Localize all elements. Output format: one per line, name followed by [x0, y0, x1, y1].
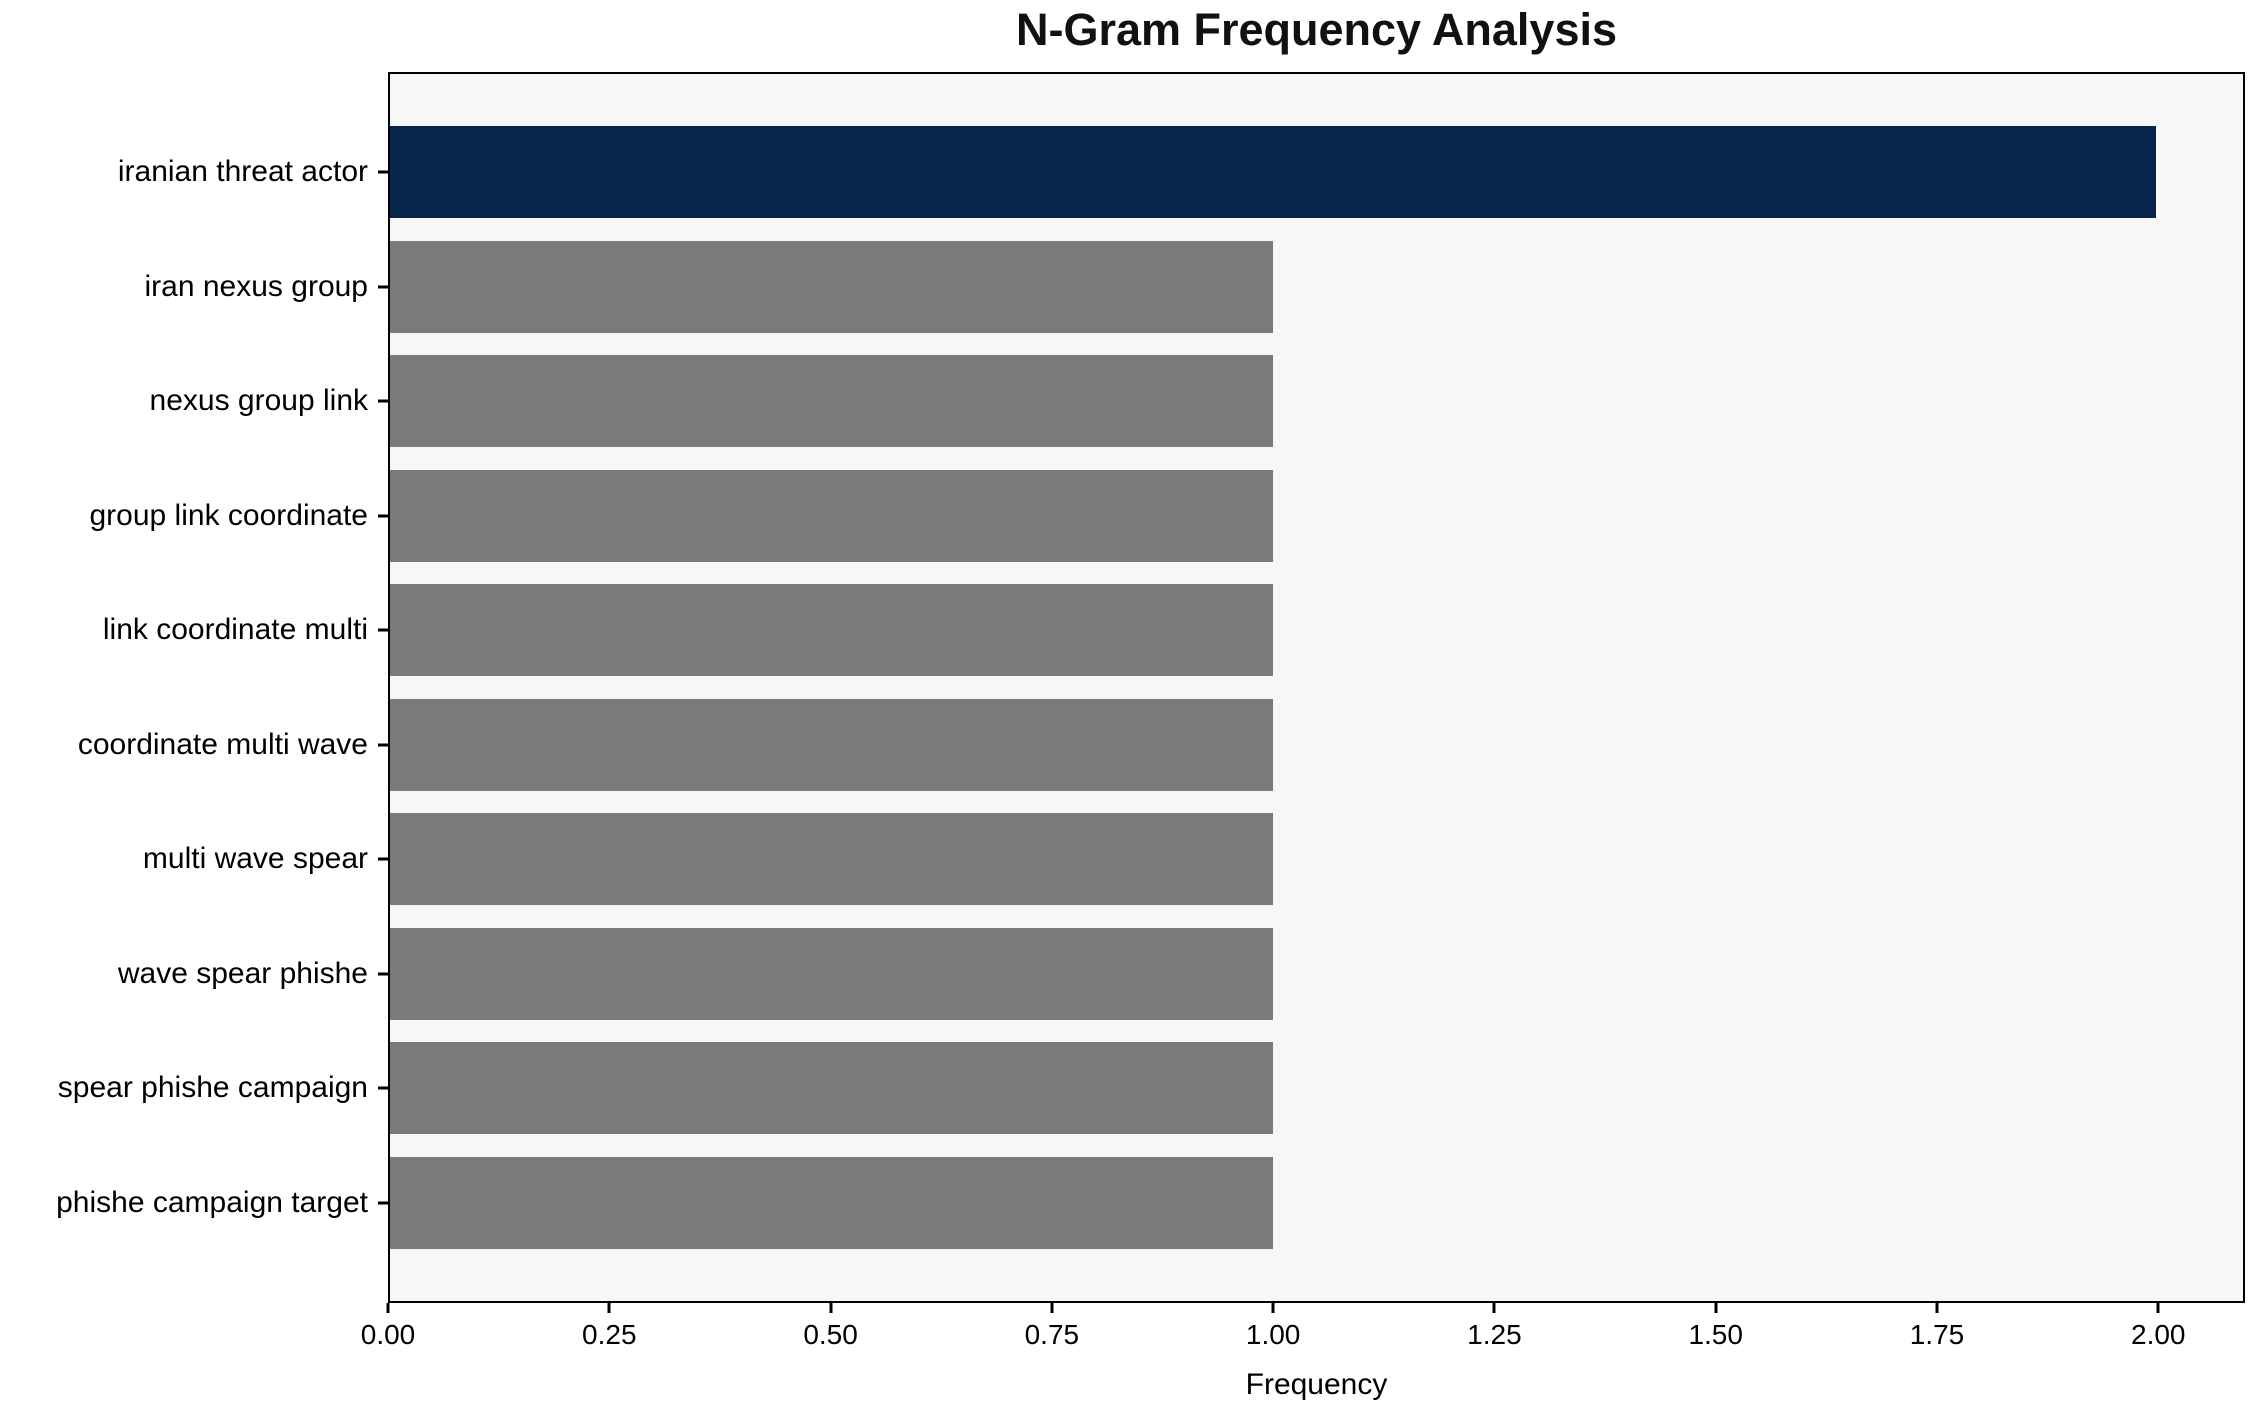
y-tick-mark	[378, 170, 388, 174]
x-tick-label: 1.50	[1688, 1319, 1743, 1350]
bar-row: link coordinate multi	[103, 584, 2243, 677]
x-tick-label: 1.25	[1467, 1319, 1522, 1350]
bar-row: nexus group link	[150, 355, 2243, 448]
bar-row: group link coordinate	[89, 469, 2243, 562]
bar-row: spear phishe campaign	[58, 1042, 2243, 1135]
x-tick-mark	[829, 1303, 833, 1313]
bar-row: iranian threat actor	[118, 126, 2243, 218]
bar	[390, 584, 1274, 677]
y-tick-mark	[378, 514, 388, 518]
bar	[390, 813, 1274, 906]
y-tick-mark	[378, 857, 388, 861]
bars-container: iranian threat actor iran nexus group nexu…	[56, 74, 2243, 1301]
bar	[390, 355, 1274, 448]
bar-row: phishe campaign target	[56, 1156, 2243, 1249]
bar	[390, 698, 1274, 791]
y-tick-label: wave spear phishe	[117, 956, 368, 990]
bar-row: multi wave spear	[143, 813, 2243, 906]
chart-title: N-Gram Frequency Analysis	[1015, 4, 1618, 55]
x-tick-mark	[1935, 1303, 1939, 1313]
x-axis-label: Frequency	[1245, 1368, 1388, 1401]
bar-row: coordinate multi wave	[78, 698, 2243, 791]
bar	[390, 1042, 1274, 1135]
y-tick-label: phishe campaign target	[56, 1185, 368, 1219]
x-tick-label: 1.75	[1909, 1319, 1965, 1350]
plot-area: iranian threat actor iran nexus group nexu…	[56, 72, 2245, 1303]
bar	[390, 1156, 1274, 1249]
x-tick-mark	[1714, 1303, 1718, 1313]
bar	[390, 240, 1274, 333]
y-tick-label: coordinate multi wave	[77, 727, 368, 761]
y-tick-mark	[378, 1086, 388, 1090]
x-tick-label: 0.75	[1024, 1319, 1080, 1350]
y-tick-label: iranian threat actor	[117, 155, 368, 188]
y-tick-label: iran nexus group	[144, 269, 368, 303]
x-tick-label: 0.25	[582, 1319, 637, 1350]
y-tick-label: multi wave spear	[142, 842, 368, 876]
y-tick-label: link coordinate multi	[102, 613, 368, 647]
x-tick-label: 0.00	[360, 1319, 416, 1350]
x-tick-mark	[1271, 1303, 1275, 1313]
x-tick-mark	[607, 1303, 611, 1313]
x-tick-label: 1.00	[1245, 1319, 1301, 1350]
x-tick-mark	[2156, 1303, 2160, 1313]
bar-row: iran nexus group	[145, 240, 2243, 333]
x-tick-label: 0.50	[803, 1319, 858, 1350]
bar	[390, 126, 2157, 218]
y-tick-label: group link coordinate	[89, 498, 368, 532]
x-tick-mark	[1492, 1303, 1496, 1313]
y-tick-mark	[378, 399, 388, 403]
y-tick-mark	[378, 628, 388, 632]
y-tick-mark	[378, 285, 388, 289]
x-tick-mark	[1050, 1303, 1054, 1313]
y-tick-label: spear phishe campaign	[57, 1071, 368, 1105]
y-tick-mark	[378, 743, 388, 747]
x-tick-label: 2.00	[2131, 1319, 2186, 1350]
y-tick-mark	[378, 1201, 388, 1205]
y-tick-label: nexus group link	[149, 384, 368, 418]
bar-row: wave spear phishe	[118, 927, 2243, 1020]
y-tick-mark	[378, 972, 388, 976]
bar	[390, 927, 1274, 1020]
bar	[390, 469, 1274, 562]
x-tick-mark	[386, 1303, 390, 1313]
